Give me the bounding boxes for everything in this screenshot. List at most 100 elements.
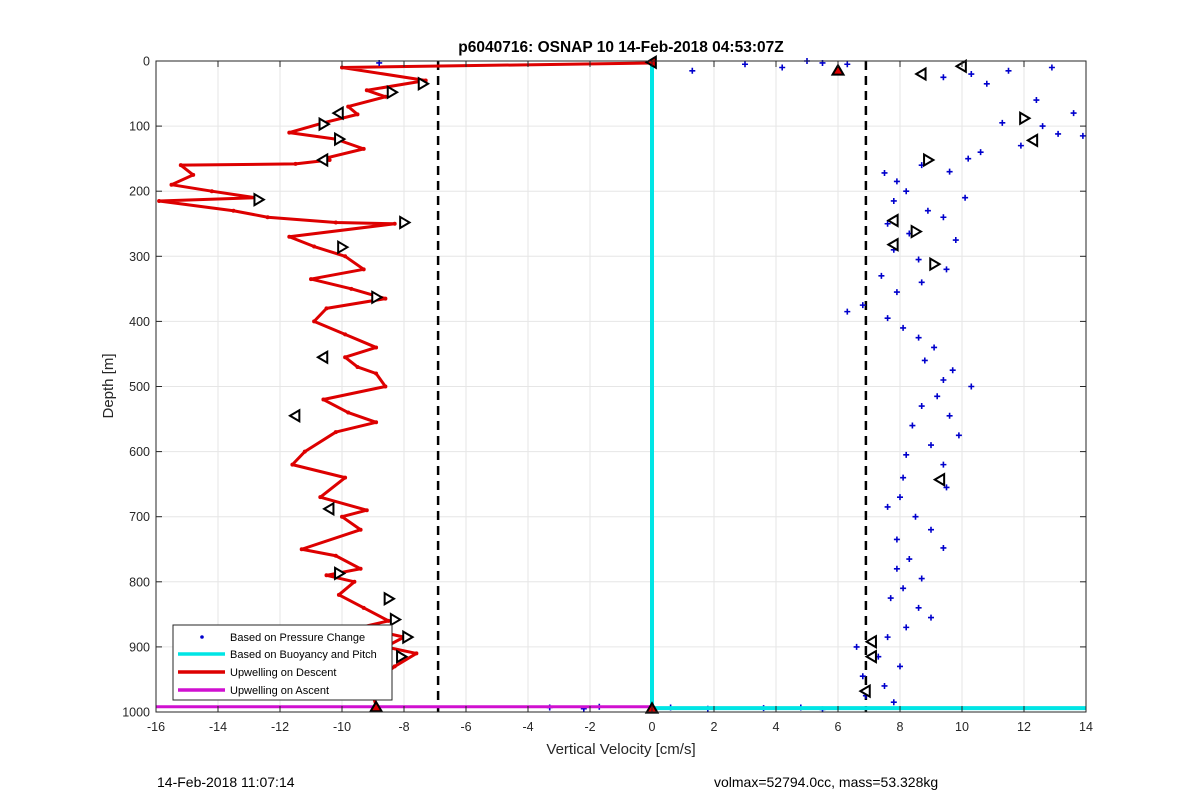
descent-point xyxy=(343,254,348,259)
marker-triangle xyxy=(1019,111,1032,126)
pressure-point xyxy=(893,565,900,572)
descent-point xyxy=(157,198,162,203)
pressure-point xyxy=(897,663,903,670)
marker-triangle xyxy=(315,349,329,365)
y-tick-label: 900 xyxy=(129,640,150,654)
pressure-point xyxy=(943,484,950,491)
descent-point xyxy=(374,371,379,376)
pressure-point xyxy=(924,207,931,214)
pressure-point xyxy=(928,442,934,449)
descent-point xyxy=(340,514,344,519)
descent-point xyxy=(287,130,292,135)
marker-triangle xyxy=(929,256,942,272)
y-tick-label: 100 xyxy=(129,120,150,134)
marker-triangle xyxy=(923,152,936,168)
descent-point xyxy=(327,157,332,162)
pressure-point xyxy=(859,673,866,680)
pressure-point xyxy=(881,682,888,689)
pressure-point xyxy=(903,188,910,195)
pressure-point xyxy=(909,422,916,429)
pressure-point xyxy=(878,272,885,279)
pressure-point xyxy=(844,61,851,68)
descent-point xyxy=(392,664,397,669)
axis-ticks: -16 -14 -12 -10 -8 -6 -4 -2 0 2 4 6 8 10 12 14 0 100 200 30… xyxy=(122,55,1093,735)
x-tick-label: -2 xyxy=(584,720,595,734)
x-tick-label: 6 xyxy=(835,720,842,734)
pressure-point xyxy=(853,643,860,650)
pressure-point xyxy=(906,556,913,563)
y-tick-label: 800 xyxy=(129,575,150,589)
marker-triangle xyxy=(932,472,946,487)
x-tick-label: 14 xyxy=(1079,720,1093,734)
pressure-point xyxy=(968,71,975,78)
pressure-point xyxy=(918,403,925,410)
pressure-point xyxy=(884,503,891,510)
y-tick-label: 500 xyxy=(129,380,150,394)
descent-point xyxy=(191,172,196,177)
pressure-point xyxy=(897,494,903,501)
descent-point xyxy=(324,306,329,311)
descent-point xyxy=(361,267,366,272)
descent-point xyxy=(358,527,363,532)
pressure-point xyxy=(912,513,919,520)
pressure-point xyxy=(689,67,696,74)
pressure-point xyxy=(977,149,984,156)
marker-triangle xyxy=(315,152,329,168)
legend-label: Based on Pressure Change xyxy=(230,632,365,644)
pressure-point xyxy=(859,302,866,309)
pressure-point xyxy=(893,536,900,543)
legend-box xyxy=(172,624,393,701)
descent-point xyxy=(355,364,360,369)
x-tick-label: 0 xyxy=(649,720,656,734)
marker-triangle xyxy=(954,58,967,74)
x-tick-label: -8 xyxy=(398,720,409,734)
descent-point xyxy=(361,146,366,151)
marker-triangle xyxy=(830,63,846,76)
pressure-point xyxy=(884,315,891,322)
descent-point xyxy=(312,244,317,249)
descent-point xyxy=(364,88,369,93)
pressure-point xyxy=(965,155,972,162)
marker-triangle xyxy=(318,116,331,132)
descent-point xyxy=(209,189,214,194)
pressure-point xyxy=(940,214,947,221)
descent-point xyxy=(383,94,388,99)
x-tick-label: -16 xyxy=(147,720,165,734)
marker-triangle xyxy=(417,76,431,92)
pressure-point xyxy=(983,80,990,87)
y-tick-label: 1000 xyxy=(122,706,150,720)
pressure-point xyxy=(915,604,922,611)
pressure-point xyxy=(946,168,953,175)
y-tick-label: 200 xyxy=(129,185,150,199)
pressure-point xyxy=(1039,123,1046,130)
markers-layer xyxy=(253,55,1039,714)
x-tick-label: 2 xyxy=(711,720,718,734)
x-tick-label: 12 xyxy=(1017,720,1031,734)
descent-point xyxy=(309,277,313,282)
pressure-point xyxy=(921,357,928,364)
descent-point xyxy=(333,553,338,558)
pressure-point xyxy=(884,634,891,641)
marker-triangle xyxy=(383,591,396,606)
pressure-point xyxy=(955,432,962,439)
descent-point xyxy=(178,163,183,168)
pressure-point xyxy=(1033,97,1040,104)
y-axis-label: Depth [m] xyxy=(100,353,117,418)
marker-triangle xyxy=(399,215,412,230)
pressure-point xyxy=(940,74,947,81)
descent-point xyxy=(374,345,379,350)
pressure-point xyxy=(844,308,851,315)
pressure-point xyxy=(887,595,894,602)
marker-triangle xyxy=(386,84,400,100)
marker-triangle xyxy=(334,566,347,581)
marker-triangle xyxy=(914,66,927,82)
x-tick-label: -12 xyxy=(271,720,289,734)
descent-point xyxy=(383,384,388,389)
descent-point xyxy=(383,296,388,301)
pressure-point xyxy=(881,169,888,176)
marker-triangle xyxy=(396,649,409,664)
descent-point xyxy=(290,462,295,467)
marker-triangle xyxy=(368,699,384,713)
pressure-point xyxy=(952,237,959,244)
marker-triangle xyxy=(253,192,266,207)
